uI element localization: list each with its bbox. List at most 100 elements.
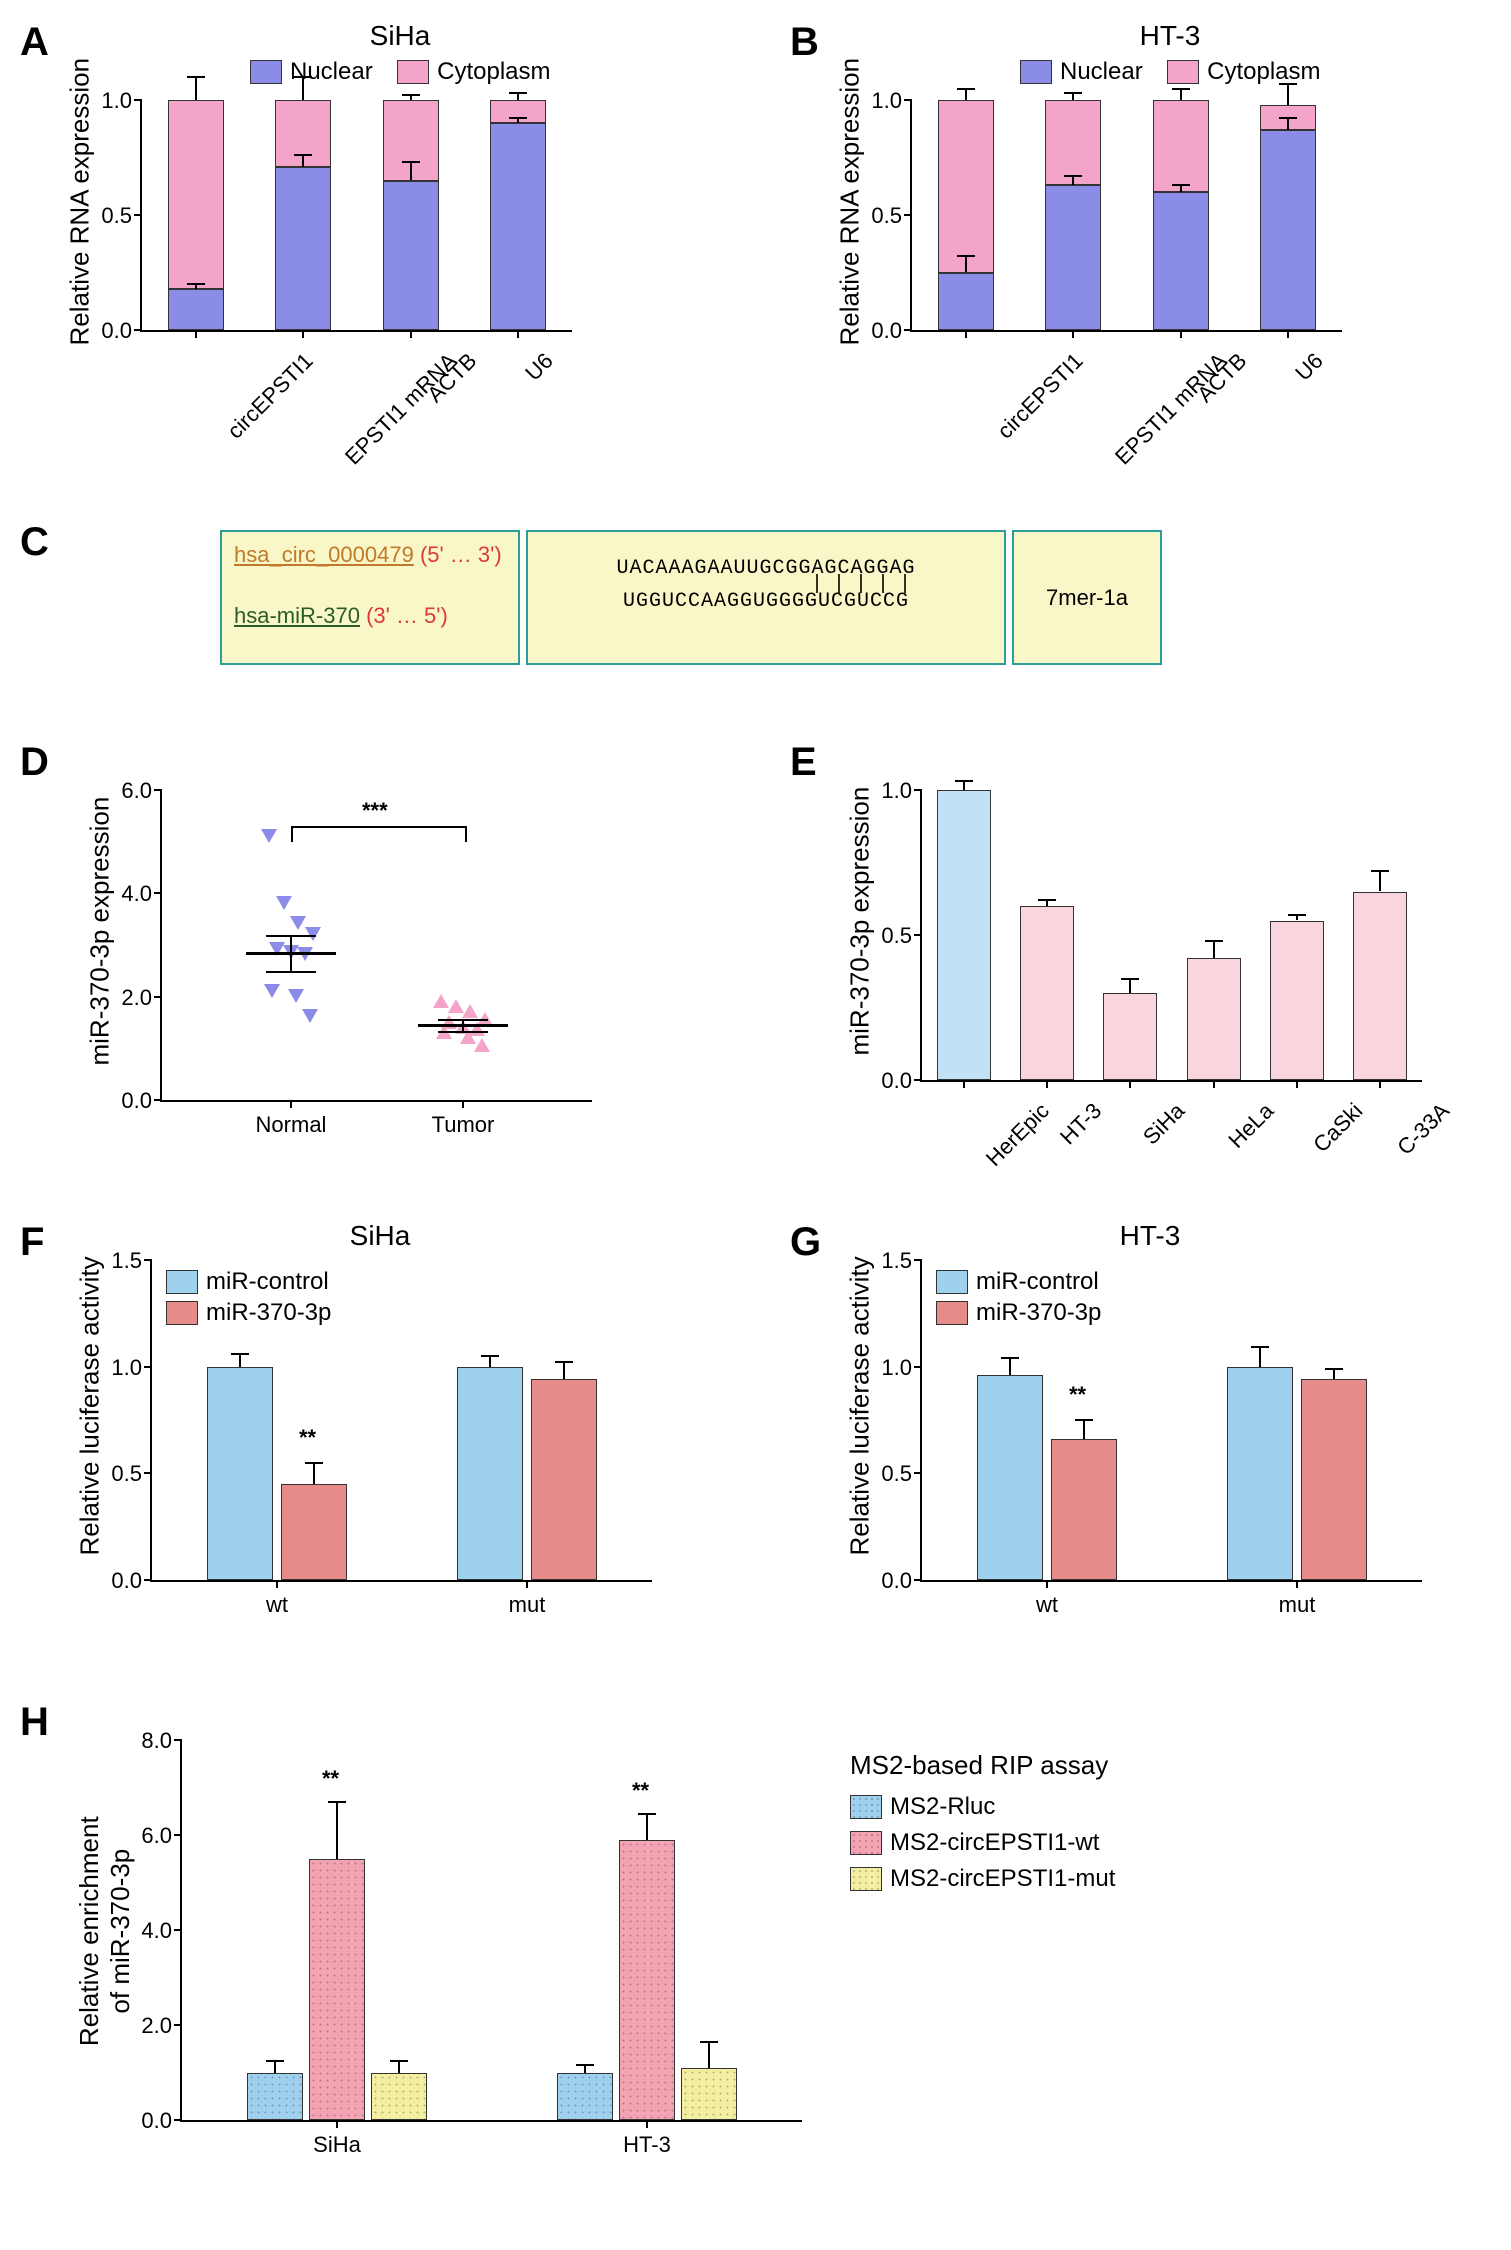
legend-swatch-cytoplasm: [397, 60, 429, 84]
x-tick-label: SiHa: [1138, 1098, 1190, 1150]
y-tick-label: 6.0: [122, 1823, 172, 1849]
bar: [1153, 192, 1209, 330]
x-tick-label: Normal: [231, 1112, 351, 1138]
bar: [383, 181, 439, 331]
x-tick-label: HT-3: [1055, 1098, 1107, 1150]
figure-root: A SiHa Nuclear Cytoplasm Relative RNA ex…: [20, 20, 1491, 2230]
y-tick-label: 2.0: [122, 2013, 172, 2039]
legend: miR-controlmiR-370-3p: [936, 1268, 1121, 1330]
panel-h: H Relative enrichmentof miR-370-3p 0.02.…: [20, 1700, 1491, 2200]
y-tick-label: 0.0: [92, 1568, 142, 1594]
x-tick-label: CaSki: [1308, 1098, 1368, 1158]
y-tick-label: 0.0: [82, 318, 132, 344]
legend-item: MS2-circEPSTI1-wt: [850, 1829, 1115, 1857]
x-tick-label: mut: [1237, 1592, 1357, 1618]
significance-label: **: [1069, 1382, 1086, 1408]
legend-label-cytoplasm: Cytoplasm: [437, 58, 550, 86]
y-tick-label: 0.0: [102, 1088, 152, 1114]
panel-h-plot: 0.02.04.06.08.0SiHa**HT-3**: [180, 1740, 802, 2122]
bar: [371, 2073, 427, 2121]
bar: [1045, 100, 1101, 185]
x-tick-label: HerEpic: [981, 1098, 1055, 1172]
legend-item: MS2-circEPSTI1-mut: [850, 1865, 1115, 1893]
panel-a-title: SiHa: [300, 20, 500, 52]
legend-swatch-cytoplasm-b: [1167, 60, 1199, 84]
bar: [1270, 921, 1324, 1081]
significance-label: **: [632, 1778, 649, 1804]
legend: miR-controlmiR-370-3p: [166, 1268, 351, 1330]
y-tick-label: 1.0: [852, 88, 902, 114]
scatter-point: [276, 896, 292, 910]
panel-d-plot: 0.02.04.06.0NormalTumor***: [160, 790, 592, 1102]
site-type: 7mer-1a: [1046, 585, 1128, 611]
x-tick-label: C-33A: [1393, 1098, 1455, 1160]
seq-bars: |||||: [740, 580, 992, 590]
y-tick-label: 6.0: [102, 778, 152, 804]
legend-item: MS2-Rluc: [850, 1793, 1115, 1821]
y-tick-label: 4.0: [122, 1918, 172, 1944]
panel-a-legend: Nuclear Cytoplasm: [250, 58, 571, 89]
panel-h-legend: MS2-based RIP assay MS2-Rluc MS2-circEPST…: [850, 1750, 1135, 1901]
scatter-point: [264, 984, 280, 998]
bar: [1353, 892, 1407, 1081]
legend-h-title: MS2-based RIP assay: [850, 1750, 1135, 1781]
panel-g-title: HT-3: [1050, 1220, 1250, 1252]
significance-label: **: [322, 1766, 339, 1792]
y-tick-label: 1.0: [862, 778, 912, 804]
panel-b: B HT-3 Nuclear Cytoplasm Relative RNA ex…: [790, 20, 1490, 450]
bar: [1227, 1367, 1293, 1580]
panel-d: D miR-370-3p expression 0.02.04.06.0Norm…: [20, 740, 720, 1170]
mir-dir: (3' … 5'): [366, 603, 448, 628]
bar: [531, 1379, 597, 1580]
x-tick-label: wt: [217, 1592, 337, 1618]
legend-swatch-nuclear-b: [1020, 60, 1052, 84]
significance-label: ***: [362, 798, 388, 824]
y-tick-label: 0.0: [852, 318, 902, 344]
y-tick-label: 0.5: [862, 923, 912, 949]
panel-c: C hsa_circ_0000479 (5' … 3') hsa-miR-370…: [20, 520, 1491, 690]
bar: [490, 123, 546, 330]
bar: [1051, 1439, 1117, 1580]
panel-e-plot: 0.00.51.0HerEpicHT-3SiHaHeLaCaSkiC-33A: [920, 790, 1422, 1082]
panel-g-label: G: [790, 1220, 821, 1265]
y-tick-label: 0.5: [862, 1461, 912, 1487]
seq-top: UACAAAGAAUUGCGGAGCAGGAG: [540, 557, 992, 580]
panel-b-plot: 0.00.51.0circEPSTI1EPSTI1 mRNAACTBU6: [910, 100, 1342, 332]
bar: [275, 167, 331, 330]
panel-g-ylabel: Relative luciferase activity: [845, 1276, 876, 1556]
significance-label: **: [299, 1425, 316, 1451]
y-tick-label: 0.0: [862, 1568, 912, 1594]
x-tick-label: SiHa: [277, 2132, 397, 2158]
bar: [168, 100, 224, 289]
bar: [1301, 1379, 1367, 1580]
panel-b-title: HT-3: [1070, 20, 1270, 52]
x-tick-label: U6: [520, 348, 558, 386]
mir-id: hsa-miR-370: [234, 603, 360, 628]
bar: [1045, 185, 1101, 330]
bar: [938, 273, 994, 331]
legend-swatch-nuclear: [250, 60, 282, 84]
x-tick-label: mut: [467, 1592, 587, 1618]
x-tick-label: circEPSTI1: [992, 348, 1088, 444]
panel-a-label: A: [20, 20, 49, 65]
panel-b-label: B: [790, 20, 819, 65]
bar: [1260, 130, 1316, 330]
circ-dir: (5' … 3'): [420, 542, 502, 567]
panel-c-boxes: hsa_circ_0000479 (5' … 3') hsa-miR-370 (…: [220, 530, 1162, 665]
scatter-point: [305, 927, 321, 941]
seq-box-alignment: UACAAAGAAUUGCGGAGCAGGAG ||||| UGGUCCAAGG…: [526, 530, 1006, 665]
circ-id: hsa_circ_0000479: [234, 542, 414, 567]
panel-f-title: SiHa: [280, 1220, 480, 1252]
bar: [1187, 958, 1241, 1080]
panel-d-label: D: [20, 740, 49, 785]
scatter-point: [302, 1009, 318, 1023]
panel-c-label: C: [20, 520, 49, 565]
panel-a: A SiHa Nuclear Cytoplasm Relative RNA ex…: [20, 20, 720, 450]
bar: [977, 1375, 1043, 1580]
y-tick-label: 0.5: [852, 203, 902, 229]
seq-bot: UGGUCCAAGGUGGGGUCGUCCG: [540, 590, 992, 613]
y-tick-label: 1.0: [92, 1355, 142, 1381]
legend-label-cytoplasm-b: Cytoplasm: [1207, 58, 1320, 86]
panel-f: F SiHa Relative luciferase activity 0.00…: [20, 1220, 720, 1640]
y-tick-label: 0.0: [862, 1068, 912, 1094]
